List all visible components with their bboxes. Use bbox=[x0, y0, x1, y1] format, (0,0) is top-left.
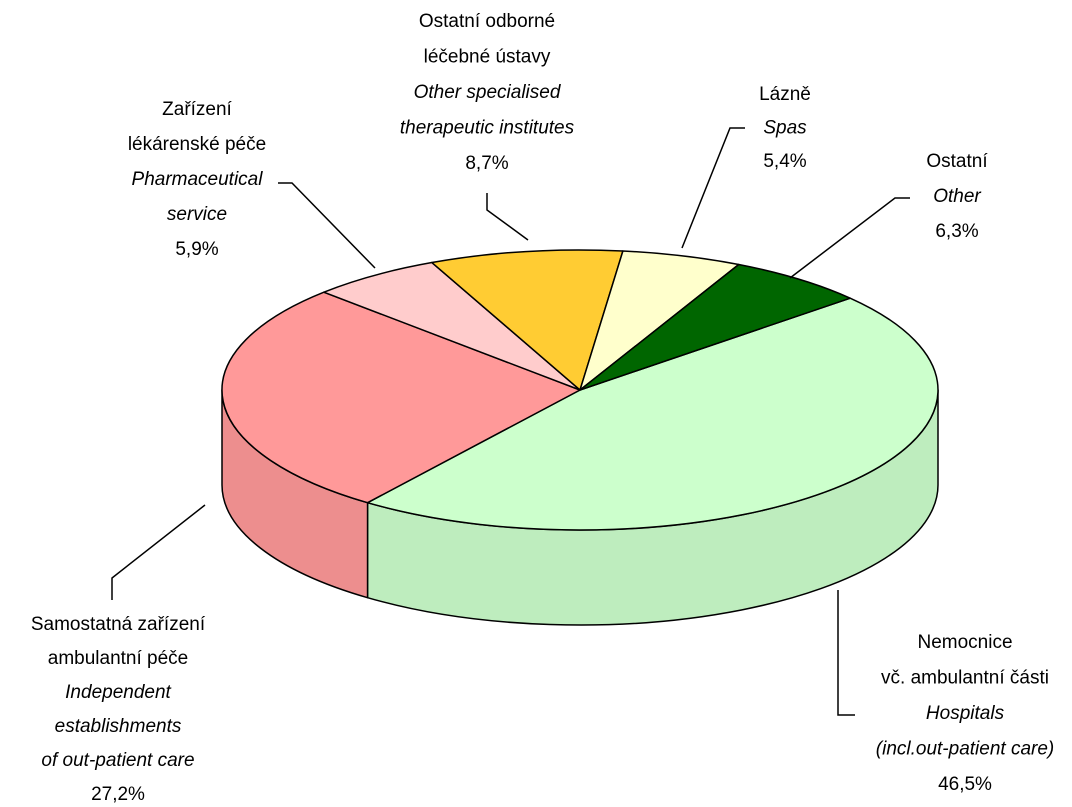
label-cs: vč. ambulantní části bbox=[881, 668, 1049, 689]
label-en: Other bbox=[933, 186, 981, 207]
label-cs: Zařízení bbox=[162, 99, 232, 120]
label-en: Hospitals bbox=[926, 703, 1005, 724]
slice bbox=[431, 249, 624, 391]
value-label: 5,9% bbox=[175, 239, 218, 260]
leader-line bbox=[837, 590, 855, 716]
value-label: 6,3% bbox=[935, 221, 978, 242]
slice bbox=[579, 263, 851, 391]
label-cs: Nemocnice bbox=[917, 632, 1012, 653]
leader-line bbox=[278, 182, 376, 269]
value-label: 27,2% bbox=[91, 784, 145, 805]
leader-line bbox=[111, 504, 206, 600]
label-en: (incl.out-patient care) bbox=[876, 739, 1054, 760]
label-en: service bbox=[167, 204, 227, 225]
label-en: Independent bbox=[65, 682, 171, 703]
slice-label: Ostatní odborné léčebné ústavy Other speci… bbox=[400, 11, 575, 174]
slice bbox=[323, 261, 581, 391]
label-en: therapeutic institutes bbox=[400, 118, 575, 139]
leader-line bbox=[486, 193, 529, 241]
slice bbox=[221, 291, 581, 504]
label-cs: Lázně bbox=[759, 84, 811, 105]
slice-label: Lázně Spas 5,4% bbox=[759, 84, 811, 172]
label-en: establishments bbox=[55, 716, 182, 737]
label-cs: ambulantní péče bbox=[48, 648, 189, 669]
label-cs: Ostatní bbox=[926, 151, 988, 172]
value-label: 8,7% bbox=[465, 153, 508, 174]
slice-label: Nemocnice vč. ambulantní části Hospitals (i… bbox=[876, 632, 1054, 795]
label-en: Other specialised bbox=[414, 82, 562, 103]
slice bbox=[366, 297, 939, 531]
slice-label: Ostatní Other 6,3% bbox=[926, 151, 988, 242]
label-en: Pharmaceutical bbox=[132, 169, 264, 190]
label-cs: Samostatná zařízení bbox=[31, 614, 206, 635]
label-cs: Ostatní odborné bbox=[419, 11, 555, 32]
label-cs: léčebné ústavy bbox=[424, 47, 551, 68]
label-en: of out-patient care bbox=[41, 750, 194, 771]
leader-line bbox=[681, 127, 745, 249]
slice-label: Samostatná zařízení ambulantní péče Indepe… bbox=[31, 614, 206, 805]
label-cs: lékárenské péče bbox=[128, 134, 266, 155]
value-label: 5,4% bbox=[763, 151, 806, 172]
slice-label: Zařízení lékárenské péče Pharmaceutical ser… bbox=[128, 99, 266, 260]
leader-line bbox=[789, 197, 910, 279]
value-label: 46,5% bbox=[938, 774, 992, 795]
label-en: Spas bbox=[763, 118, 807, 139]
